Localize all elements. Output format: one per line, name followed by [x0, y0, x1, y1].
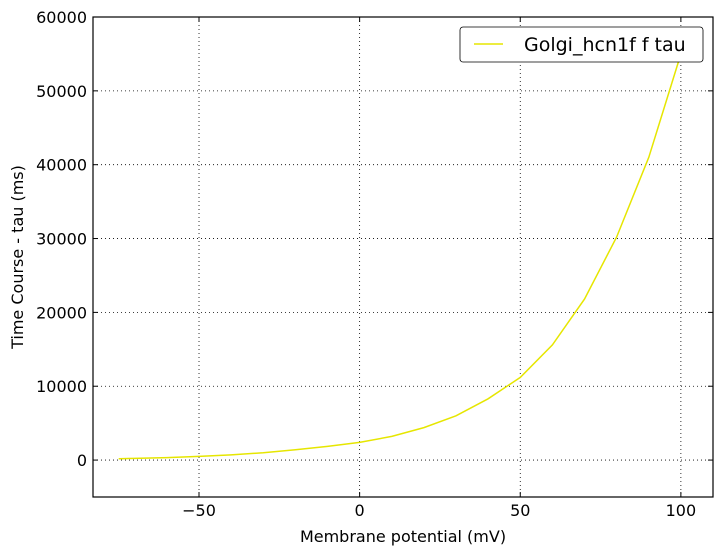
y-tick-label: 0 — [77, 451, 87, 470]
y-axis-label: Time Course - tau (ms) — [8, 165, 27, 350]
ticks: −50 0 50 100 0 10000 20000 30000 40000 50000 60000 — [36, 8, 713, 520]
series-layer — [118, 53, 682, 460]
legend-box — [459, 26, 704, 63]
x-tick-label: 0 — [355, 501, 365, 520]
y-tick-label: 20000 — [36, 303, 87, 322]
plot-frame — [92, 16, 714, 498]
y-tick-label: 30000 — [36, 230, 87, 249]
series-line-golgi-hcn1f-f-tau — [118, 53, 682, 460]
legend: Golgi_hcn1f f tau — [459, 26, 704, 63]
x-tick-label: −50 — [182, 501, 216, 520]
y-tick-label: 50000 — [36, 82, 87, 101]
y-tick-label: 40000 — [36, 156, 87, 175]
y-tick-label: 60000 — [36, 8, 87, 27]
x-tick-label: 50 — [510, 501, 530, 520]
x-tick-label: 100 — [666, 501, 697, 520]
legend-entry: Golgi_hcn1f f tau — [524, 34, 686, 56]
x-axis-label: Membrane potential (mV) — [300, 527, 506, 546]
y-tick-label: 10000 — [36, 377, 87, 396]
